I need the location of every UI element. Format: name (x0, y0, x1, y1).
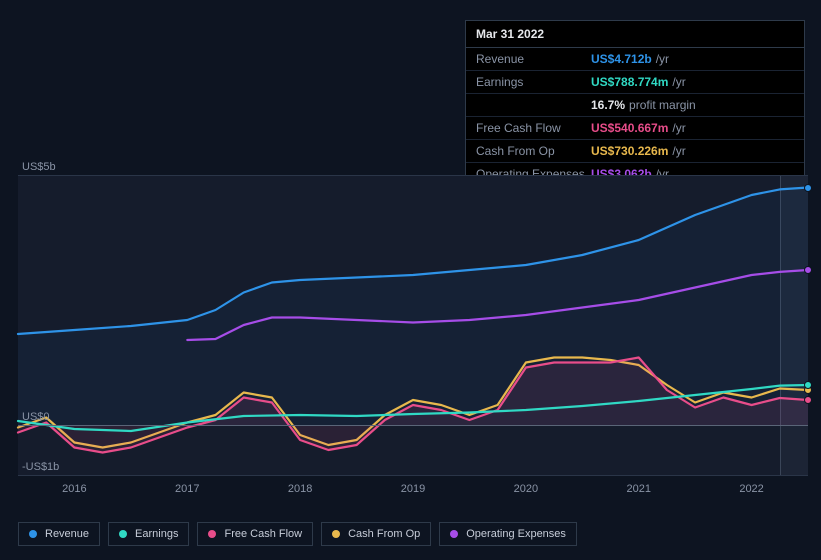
legend-dot-icon (208, 530, 216, 538)
chart-svg (18, 175, 808, 475)
legend-item[interactable]: Operating Expenses (439, 522, 577, 546)
tooltip-row: EarningsUS$788.774m/yr (466, 71, 804, 94)
y-tick-label: -US$1b (22, 461, 59, 473)
legend-dot-icon (332, 530, 340, 538)
chart-plot[interactable] (18, 175, 808, 475)
tooltip-label: Free Cash Flow (476, 121, 591, 135)
legend-label: Earnings (135, 528, 178, 540)
series-end-dot (804, 381, 812, 389)
legend-item[interactable]: Earnings (108, 522, 189, 546)
legend-item[interactable]: Free Cash Flow (197, 522, 313, 546)
gridline (18, 475, 808, 476)
tooltip-row: Free Cash FlowUS$540.667m/yr (466, 117, 804, 140)
legend-label: Free Cash Flow (224, 528, 302, 540)
tooltip-value: US$540.667m/yr (591, 121, 686, 135)
tooltip-subrow: 16.7%profit margin (466, 94, 804, 117)
x-tick-label: 2022 (739, 483, 763, 495)
x-tick-label: 2017 (175, 483, 199, 495)
legend-dot-icon (119, 530, 127, 538)
gridline (18, 425, 808, 426)
x-tick-label: 2021 (626, 483, 650, 495)
legend-label: Cash From Op (348, 528, 420, 540)
legend-label: Operating Expenses (466, 528, 566, 540)
y-tick-label: US$5b (22, 161, 56, 173)
series-end-dot (804, 396, 812, 404)
gridline (18, 175, 808, 176)
tooltip-value: US$788.774m/yr (591, 75, 686, 89)
tooltip-row: RevenueUS$4.712b/yr (466, 48, 804, 71)
x-tick-label: 2016 (62, 483, 86, 495)
series-end-dot (804, 184, 812, 192)
tooltip-label: Revenue (476, 52, 591, 66)
chart: US$5b US$0 -US$1b 2016 2017 2018 2019 2020 2021… (0, 155, 821, 515)
legend-dot-icon (450, 530, 458, 538)
tooltip-label: Earnings (476, 75, 591, 89)
x-tick-label: 2018 (288, 483, 312, 495)
legend-item[interactable]: Revenue (18, 522, 100, 546)
legend: Revenue Earnings Free Cash Flow Cash From O… (18, 522, 577, 546)
tooltip-date: Mar 31 2022 (466, 21, 804, 48)
series-end-dot (804, 266, 812, 274)
tooltip-value: US$4.712b/yr (591, 52, 669, 66)
x-tick-label: 2020 (514, 483, 538, 495)
legend-dot-icon (29, 530, 37, 538)
legend-item[interactable]: Cash From Op (321, 522, 431, 546)
y-tick-label: US$0 (22, 411, 50, 423)
legend-label: Revenue (45, 528, 89, 540)
x-tick-label: 2019 (401, 483, 425, 495)
